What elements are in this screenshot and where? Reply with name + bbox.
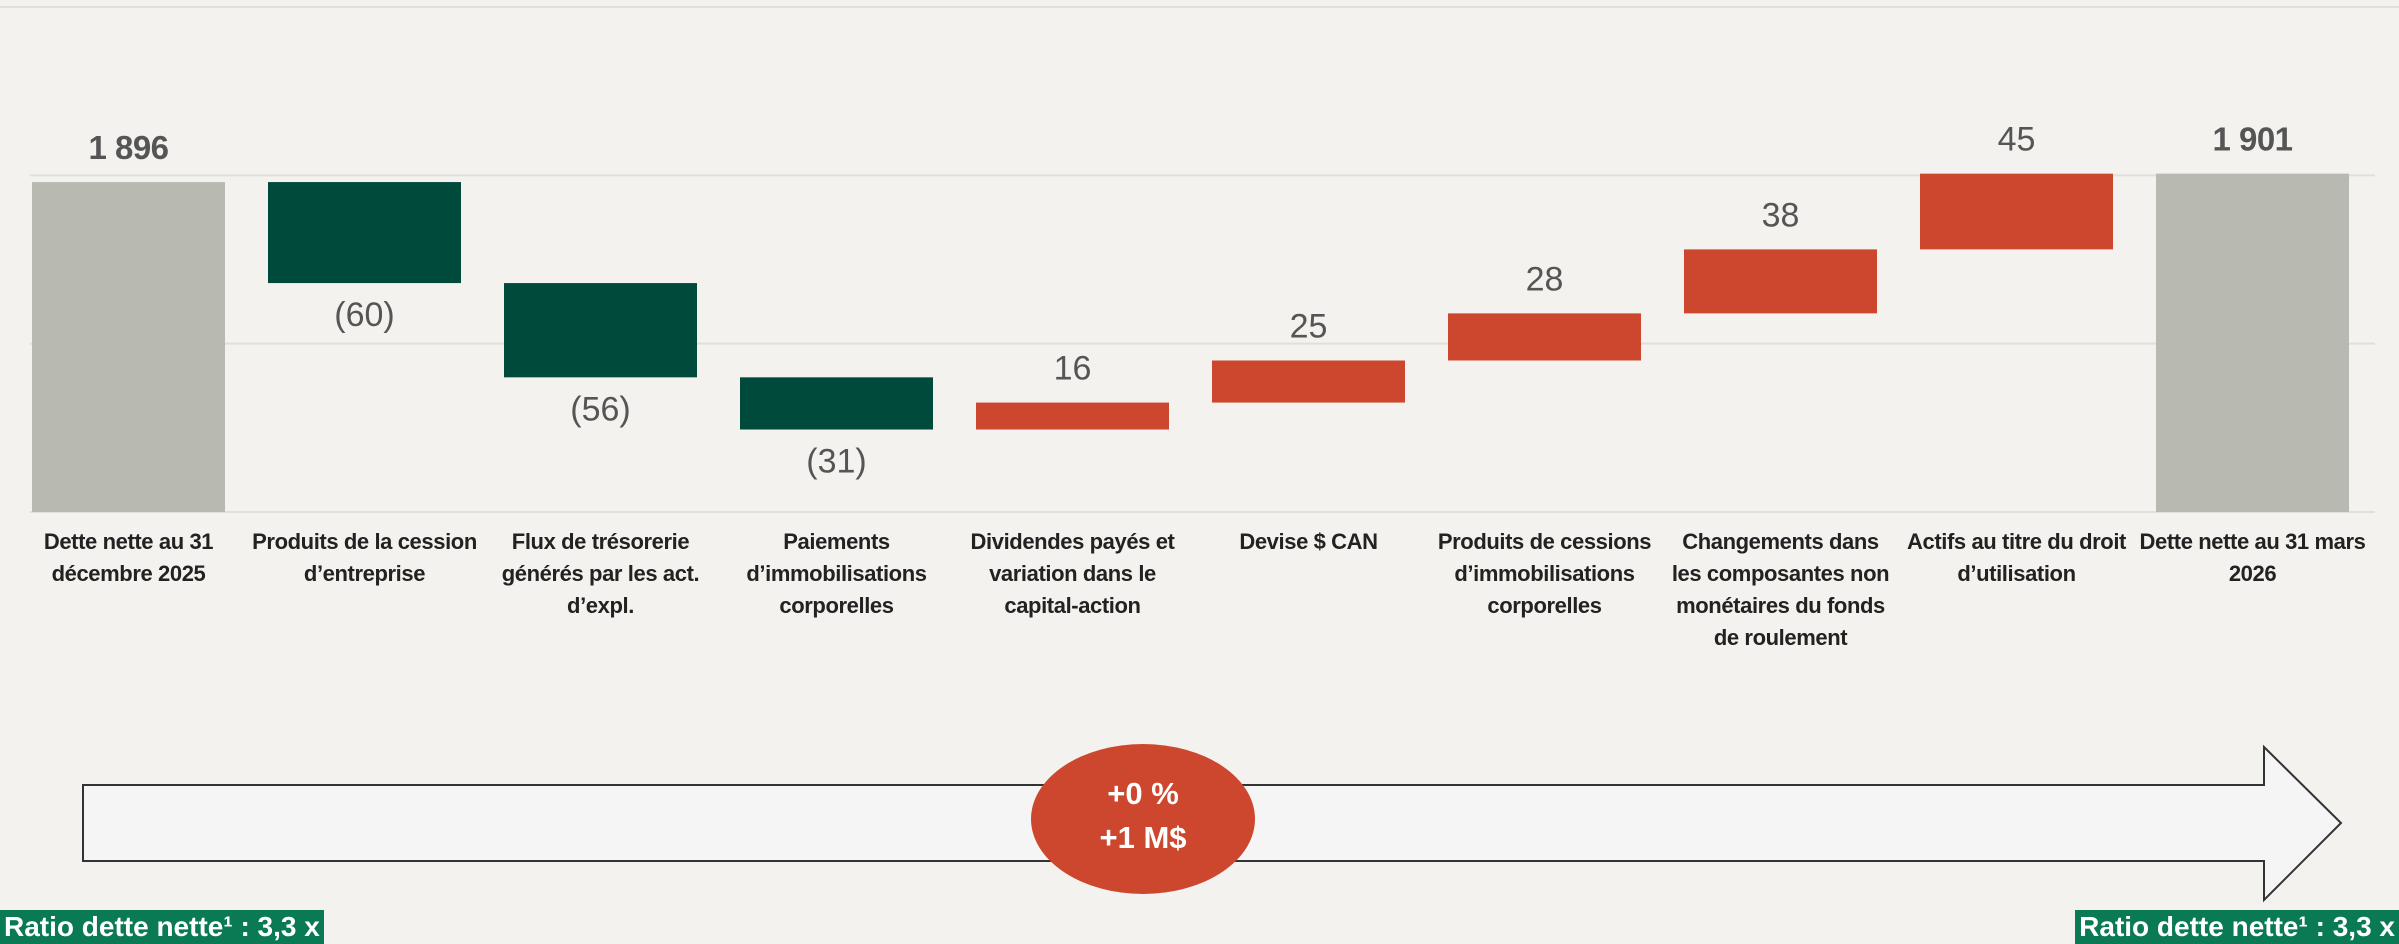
change-amount: +1 M$ [1099, 820, 1186, 855]
bar [504, 283, 697, 378]
value-label: (31) [806, 443, 866, 481]
category-label: Devise $ CAN [1239, 529, 1378, 554]
value-label: 1 896 [88, 129, 168, 166]
bar [1448, 313, 1641, 361]
category-label: Changements dans les composantes non mon… [1671, 529, 1890, 650]
category-label: Produits de cessions d’immobilisations c… [1437, 529, 1652, 618]
bar [1920, 173, 2113, 250]
ratio-left: Ratio dette nette¹ : 3,3 x [0, 910, 324, 944]
value-label: 1 901 [2212, 120, 2292, 157]
change-percent: +0 % [1107, 776, 1179, 811]
value-label: 16 [1054, 350, 1092, 388]
bar [32, 182, 225, 513]
arrow-head [2263, 744, 2343, 903]
bar [976, 402, 1169, 430]
bar [740, 377, 933, 430]
value-label: (56) [570, 390, 630, 428]
value-label: 38 [1762, 196, 1800, 234]
arrow-joint [2262, 786, 2266, 860]
bar [268, 182, 461, 284]
value-label: (60) [334, 296, 394, 334]
ratio-right: Ratio dette nette¹ : 3,3 x [2075, 910, 2399, 944]
category-label: Dette nette au 31 décembre 2025 [43, 529, 214, 586]
value-label: 45 [1998, 121, 2036, 159]
bar [1684, 249, 1877, 314]
category-label: Dividendes payés et variation dans le ca… [970, 529, 1175, 618]
bar [2156, 173, 2349, 512]
category-label: Dette nette au 31 mars 2026 [2139, 529, 2366, 586]
bar [1212, 360, 1405, 403]
value-label: 28 [1526, 260, 1564, 298]
value-label: 25 [1290, 307, 1328, 345]
category-label: Flux de trésorerie générés par les act. … [501, 529, 700, 618]
category-label: Produits de la cession d’entreprise [252, 529, 477, 586]
change-bubble [1031, 744, 1255, 894]
category-label: Actifs au titre du droit d’utilisation [1907, 529, 2126, 586]
category-label: Paiements d’immobilisations corporelles [746, 529, 927, 618]
